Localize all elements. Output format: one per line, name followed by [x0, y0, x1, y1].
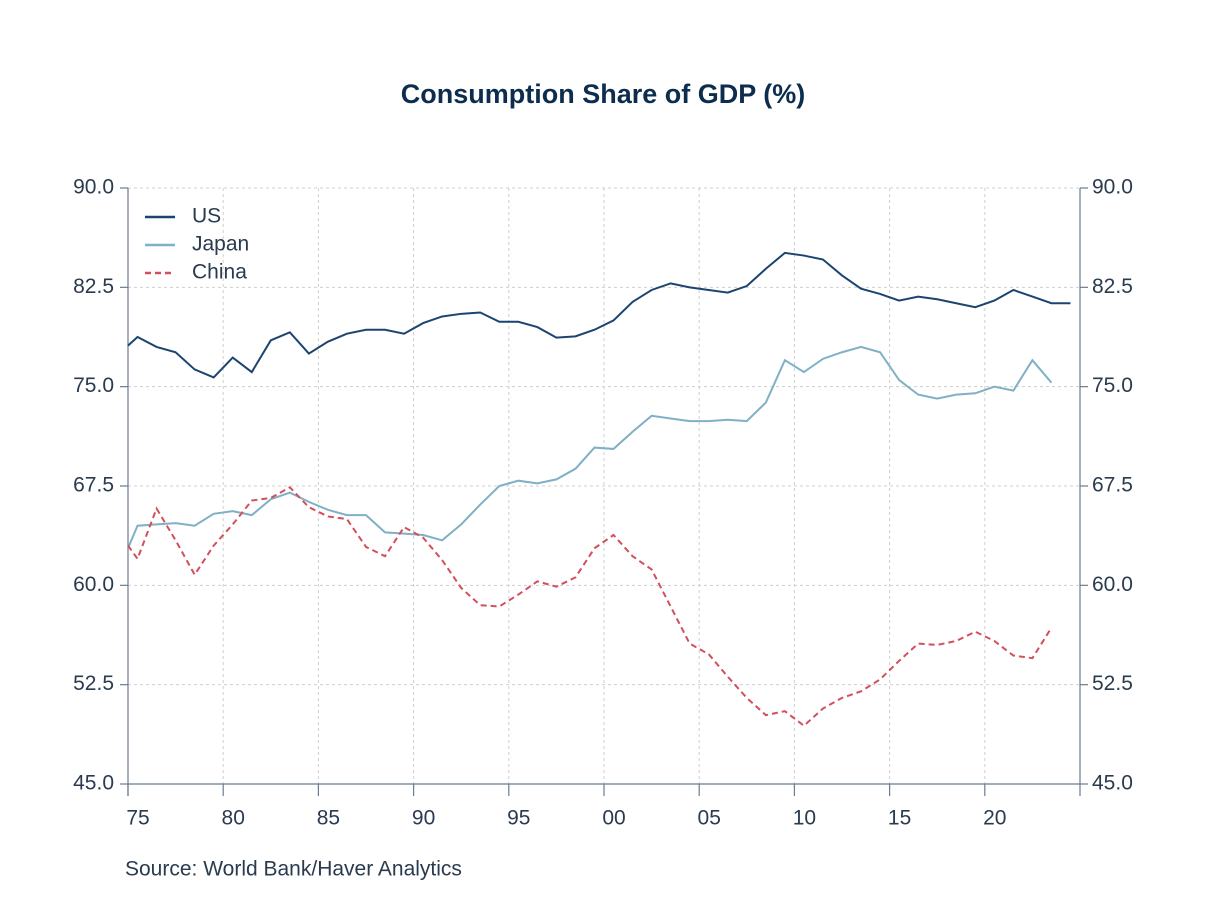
y2-tick-label: 90.0	[1092, 176, 1133, 199]
x-tick-label: 85	[317, 807, 340, 830]
series-line	[127, 251, 1071, 379]
y2-tick-label: 67.5	[1092, 474, 1133, 497]
y-tick-label: 60.0	[73, 573, 114, 596]
x-tick-label: 05	[698, 807, 721, 830]
chart-title: Consumption Share of GDP (%)	[401, 79, 806, 109]
x-tick-label: 75	[126, 807, 149, 830]
y2-tick-label: 45.0	[1092, 772, 1133, 795]
series-line	[127, 486, 1053, 728]
source-note: Source: World Bank/Haver Analytics	[125, 858, 462, 881]
series-line	[127, 345, 1053, 549]
x-tick-label: 95	[507, 807, 530, 830]
x-tick-label: 15	[888, 807, 911, 830]
y-tick-label: 82.5	[73, 275, 114, 298]
y-tick-label: 75.0	[73, 374, 114, 397]
y-tick-label: 52.5	[73, 672, 114, 695]
y2-tick-label: 60.0	[1092, 573, 1133, 596]
x-tick-label: 20	[983, 807, 1006, 830]
y2-tick-label: 75.0	[1092, 374, 1133, 397]
y-tick-label: 45.0	[73, 772, 114, 795]
y-tick-label: 67.5	[73, 474, 114, 497]
y2-tick-label: 52.5	[1092, 672, 1133, 695]
x-tick-label: 10	[793, 807, 816, 830]
x-tick-label: 00	[602, 807, 625, 830]
legend-label: US	[192, 205, 221, 228]
x-tick-label: 90	[412, 807, 435, 830]
legend-label: Japan	[192, 233, 249, 256]
y2-tick-label: 82.5	[1092, 275, 1133, 298]
x-tick-label: 80	[222, 807, 245, 830]
legend-label: China	[192, 261, 247, 284]
y-tick-label: 90.0	[73, 176, 114, 199]
